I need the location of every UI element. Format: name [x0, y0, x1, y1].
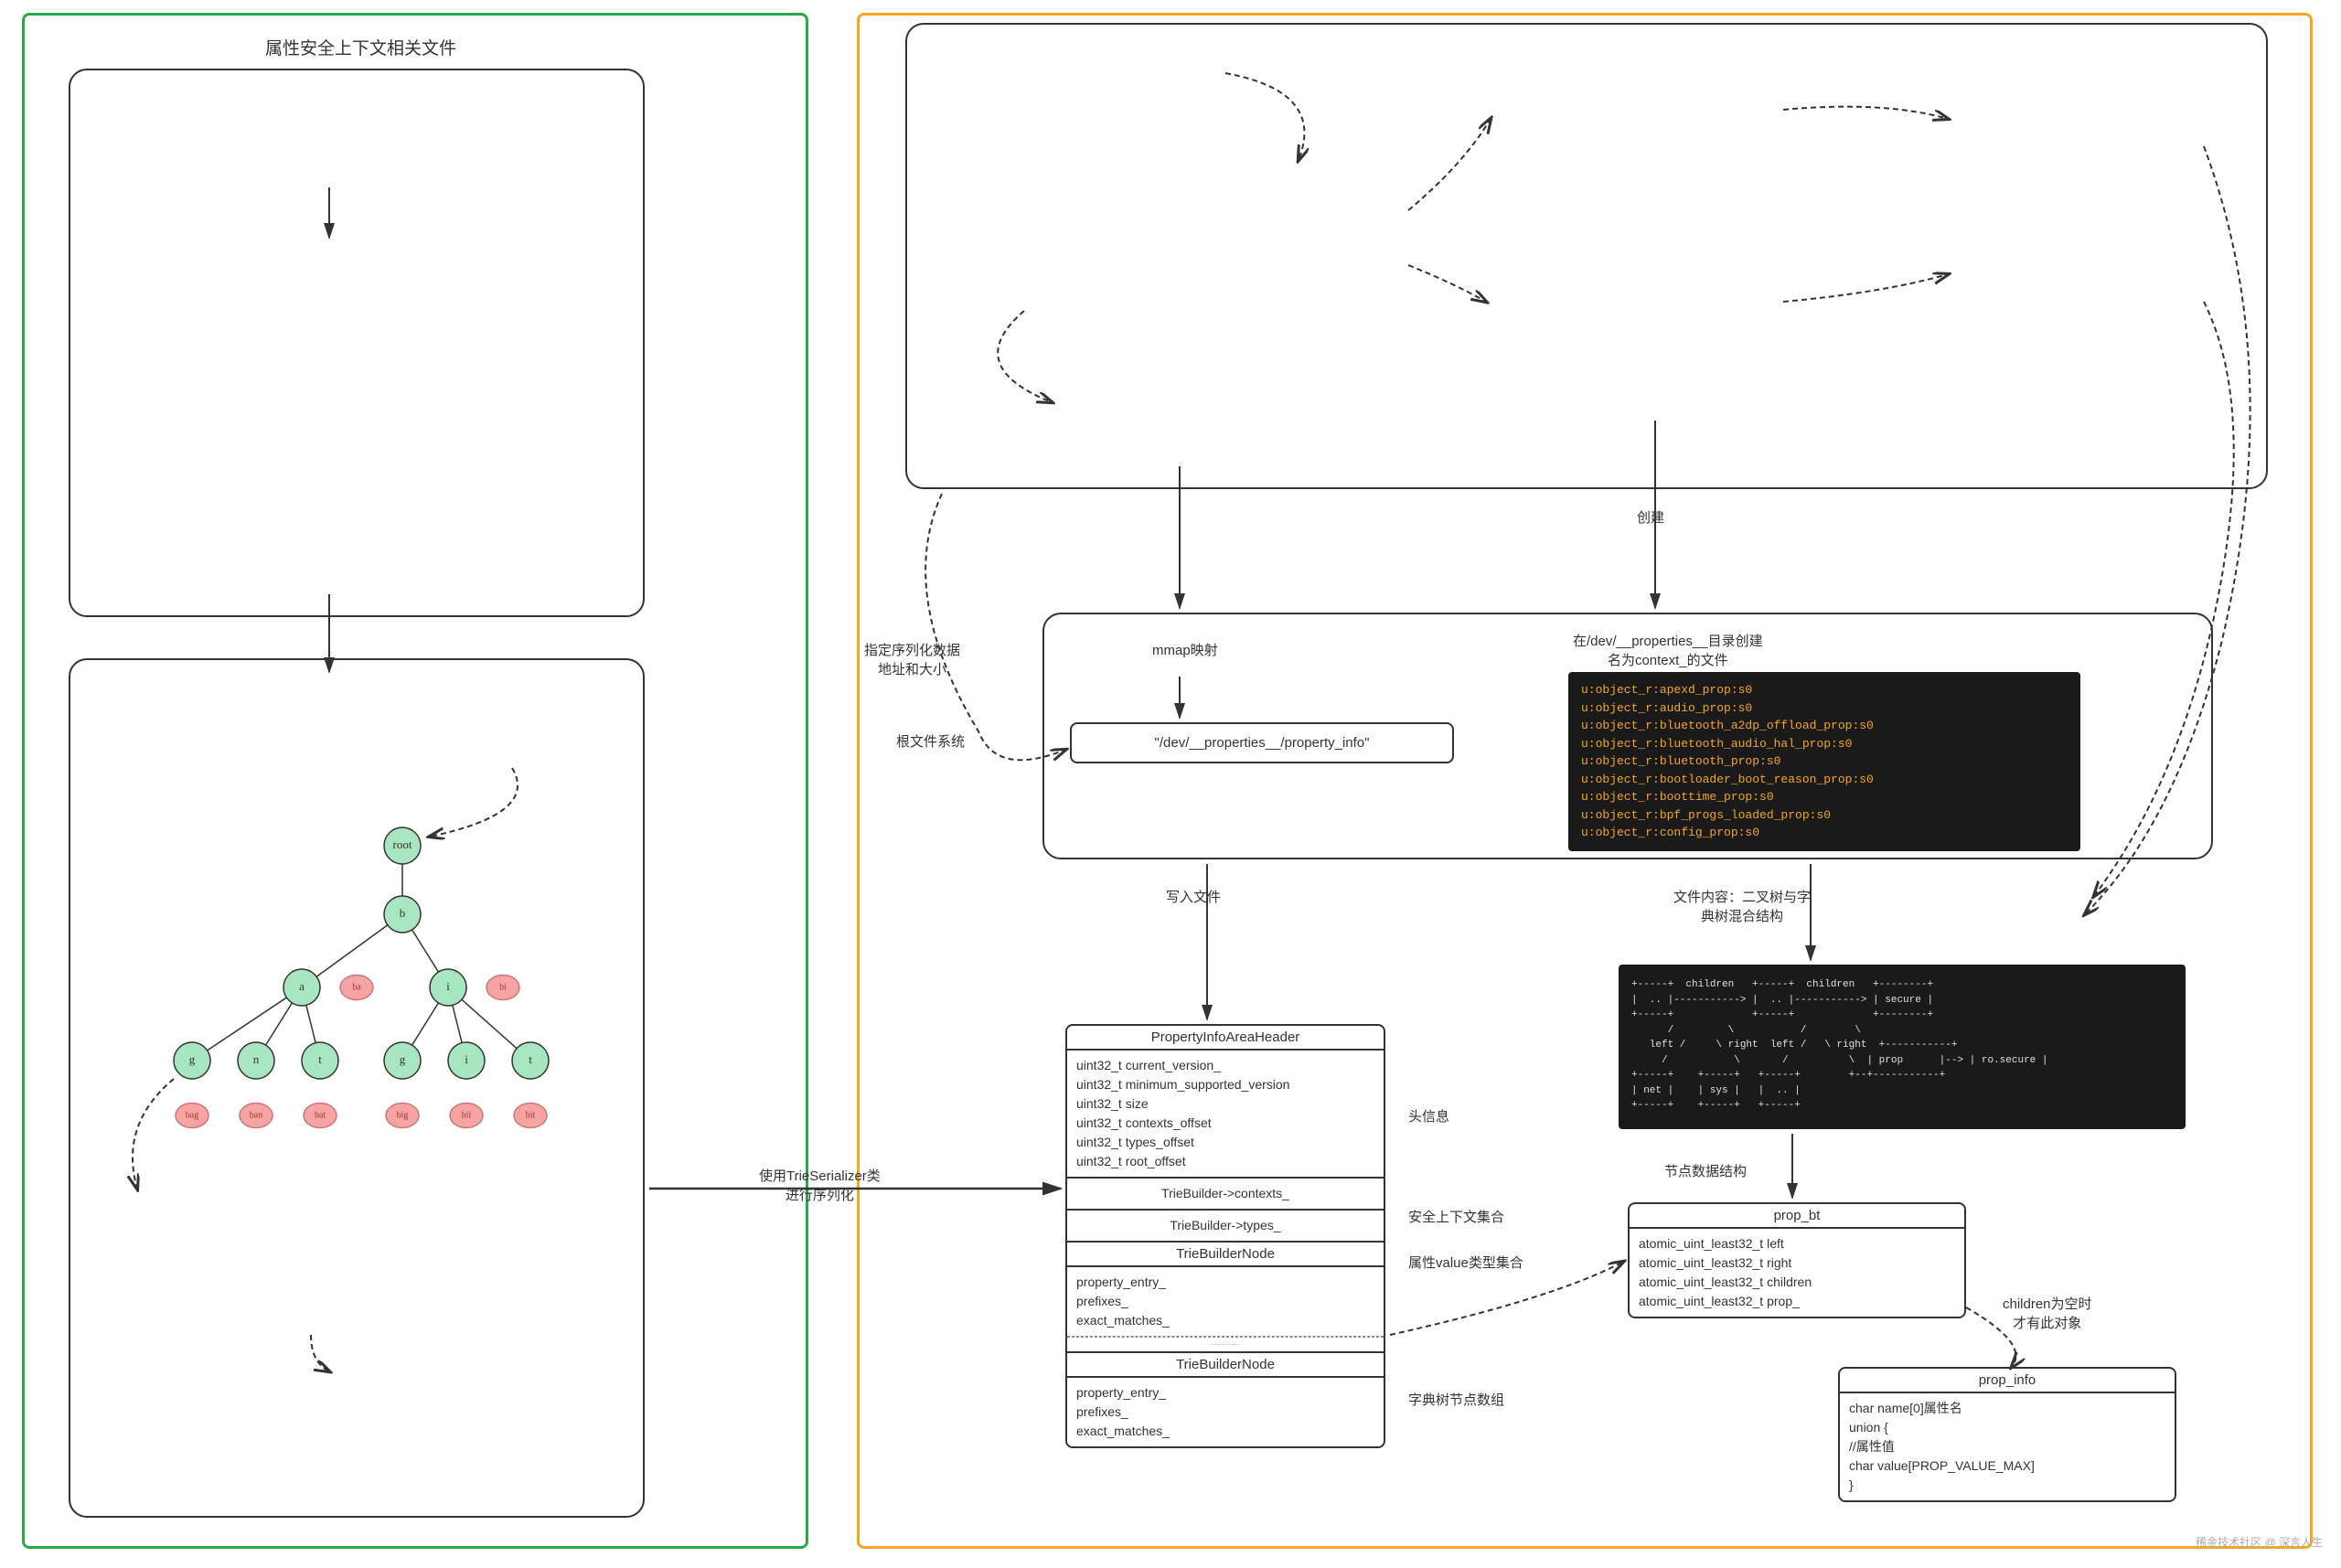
code-box: u:object_r:apexd_prop:s0u:object_r:audio… [1568, 672, 2080, 851]
prop-bt-box: prop_bt atomic_uint_least32_t leftatomic… [1628, 1202, 1966, 1318]
serialize-label: 使用TrieSerializer类 进行序列化 [759, 1166, 881, 1204]
piah-node-title-1: TrieBuilderNode [1067, 1243, 1384, 1267]
create-label: 创建 [1637, 507, 1664, 527]
green-title: 属性安全上下文相关文件 [265, 35, 456, 59]
dev-path: "/dev/__properties__/property_info" [1155, 735, 1370, 751]
addr-size-label: 指定序列化数据 地址和大小 [864, 640, 960, 678]
piah-box: PropertyInfoAreaHeader uint32_t current_… [1065, 1024, 1385, 1448]
trie-array-label: 字典树节点数组 [1408, 1390, 1504, 1409]
tree-content-label: 文件内容：二叉树与字 典树混合结构 [1673, 887, 1811, 925]
write-file-label: 写入文件 [1166, 887, 1221, 906]
piah-row-2: TrieBuilder->types_ [1067, 1211, 1384, 1243]
header-info-label: 头信息 [1408, 1106, 1449, 1125]
piah-node-title-2: TrieBuilderNode [1067, 1351, 1384, 1378]
top-round [905, 23, 2268, 489]
dev-create-label: 在/dev/__properties__目录创建 名为context_的文件 [1573, 631, 1763, 669]
rootfs-label: 根文件系统 [896, 731, 965, 751]
tree-diagram: +-----+ children +-----+ children +-----… [1619, 965, 2186, 1129]
piah-row-1: TrieBuilder->contexts_ [1067, 1179, 1384, 1211]
pbt-title: prop_bt [1630, 1204, 1964, 1229]
pi-title: prop_info [1840, 1369, 2175, 1393]
mmap-label: mmap映射 [1152, 640, 1218, 659]
piah-mid-dots: ·········· [1067, 1337, 1384, 1351]
dev-path-box: "/dev/__properties__/property_info" [1070, 722, 1454, 763]
ctx-set-label: 安全上下文集合 [1408, 1207, 1504, 1226]
green-inner-2 [69, 658, 645, 1518]
watermark: 稀金技术社区 @ 深言人生 [2196, 1534, 2323, 1550]
green-inner [69, 69, 645, 617]
type-set-label: 属性value类型集合 [1408, 1253, 1523, 1272]
children-empty-label: children为空时 才有此对象 [2003, 1294, 2092, 1332]
prop-info-box: prop_info char name[0]属性名union { //属性值 c… [1838, 1367, 2176, 1502]
node-data-struct-label: 节点数据结构 [1664, 1161, 1747, 1180]
piah-title: PropertyInfoAreaHeader [1067, 1026, 1384, 1051]
